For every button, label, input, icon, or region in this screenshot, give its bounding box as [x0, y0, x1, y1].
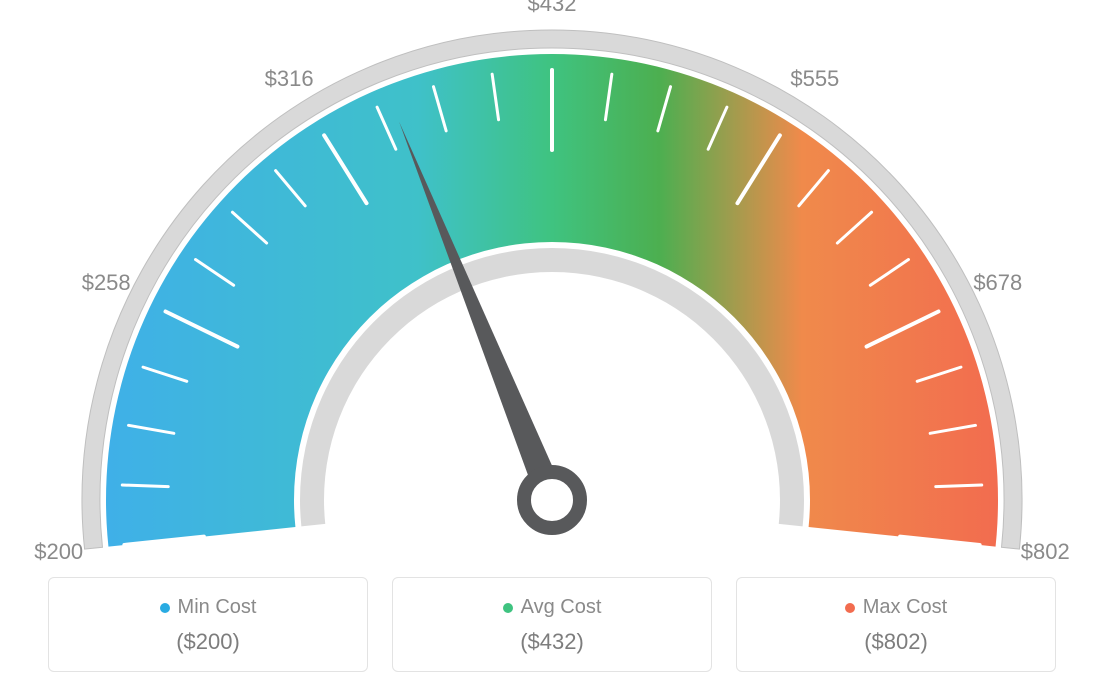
legend-title-max: Max Cost — [845, 596, 947, 619]
legend-dot-min — [160, 603, 170, 613]
legend-card-min: Min Cost ($200) — [48, 577, 368, 672]
gauge-tick-label: $678 — [973, 270, 1022, 296]
gauge-tick-label: $802 — [1021, 539, 1070, 565]
legend-label-max: Max Cost — [863, 596, 947, 619]
legend-label-avg: Avg Cost — [521, 596, 602, 619]
legend-title-min: Min Cost — [160, 596, 257, 619]
legend-card-avg: Avg Cost ($432) — [392, 577, 712, 672]
legend-value-min: ($200) — [49, 629, 367, 655]
legend-row: Min Cost ($200) Avg Cost ($432) Max Cost… — [0, 577, 1104, 672]
legend-dot-avg — [503, 603, 513, 613]
gauge-tick-label: $316 — [265, 66, 314, 92]
legend-title-avg: Avg Cost — [503, 596, 602, 619]
gauge-container: $200$258$316$432$555$678$802 — [0, 0, 1104, 560]
gauge-tick-label: $432 — [528, 0, 577, 17]
legend-label-min: Min Cost — [178, 596, 257, 619]
legend-dot-max — [845, 603, 855, 613]
legend-card-max: Max Cost ($802) — [736, 577, 1056, 672]
legend-value-max: ($802) — [737, 629, 1055, 655]
gauge-tick-label: $555 — [790, 66, 839, 92]
gauge-tick-label: $258 — [82, 270, 131, 296]
gauge-tick-label: $200 — [34, 539, 83, 565]
legend-value-avg: ($432) — [393, 629, 711, 655]
gauge-chart — [0, 0, 1104, 560]
